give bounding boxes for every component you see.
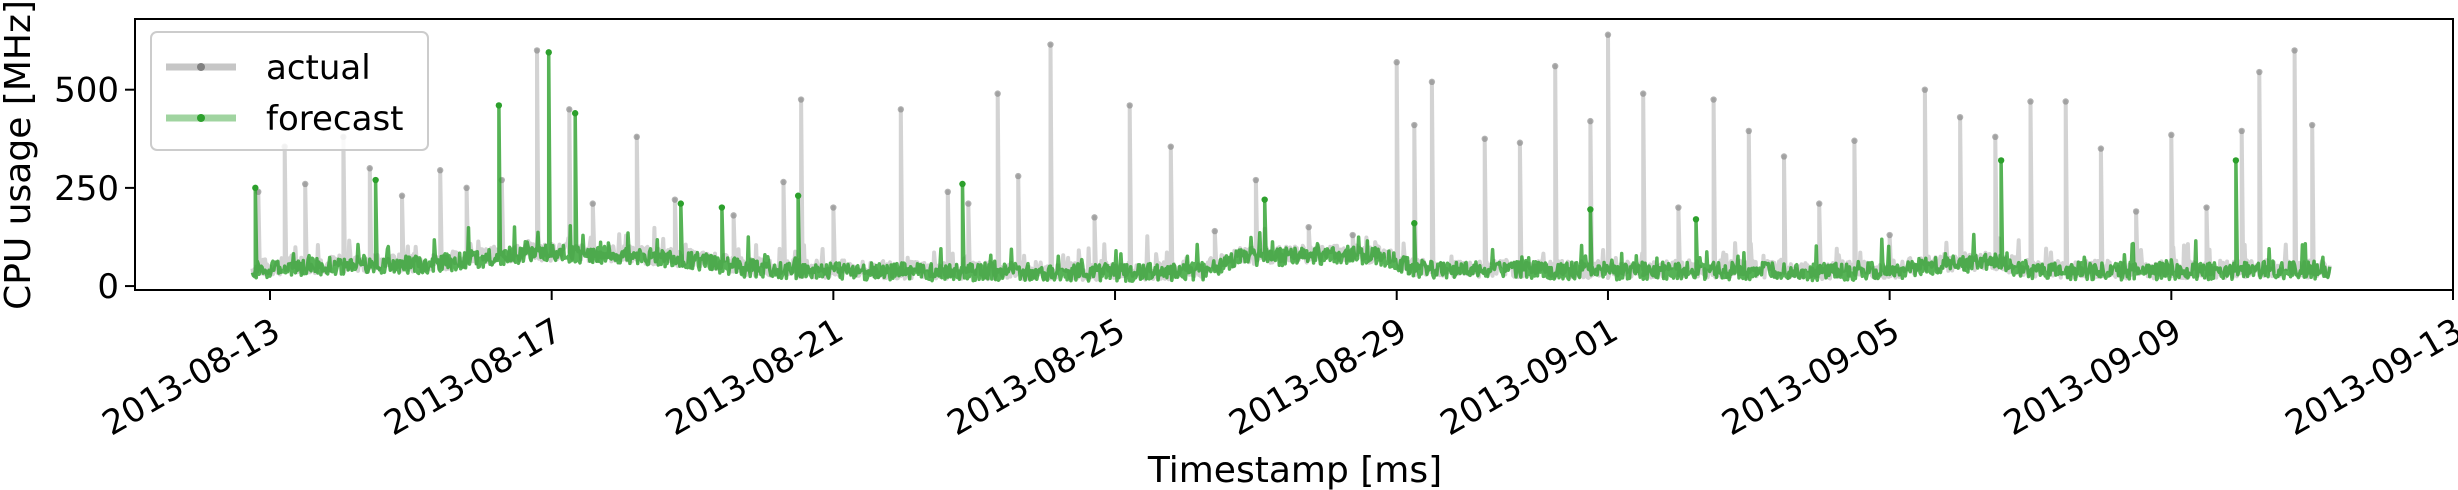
spike-point-actual	[1816, 200, 1823, 207]
spike-point-actual	[994, 90, 1001, 97]
legend-box	[150, 31, 429, 151]
spike-point-actual	[2256, 68, 2263, 76]
spike-point-actual	[1745, 127, 1753, 135]
spike-point-actual	[1604, 31, 1612, 38]
spike-point-actual	[2027, 98, 2034, 105]
spike-point-actual	[897, 106, 905, 113]
legend-marker-forecast	[197, 114, 205, 122]
spike-point-actual	[1252, 176, 1260, 184]
spike-point-actual	[1481, 135, 1488, 142]
spike-point-actual	[1551, 62, 1559, 70]
spike-point-actual	[2062, 98, 2069, 105]
spike-point-actual	[830, 204, 837, 211]
spike-point-actual	[1956, 113, 1964, 121]
spike-point-forecast	[495, 102, 503, 109]
spike-point-actual	[589, 200, 596, 207]
spike-point-actual	[463, 184, 470, 192]
spike-point-forecast	[1587, 206, 1594, 213]
y-axis: 0 250 500	[54, 71, 135, 307]
spike-point-actual	[671, 196, 679, 203]
spike-point-actual	[1639, 90, 1647, 97]
spike-point-forecast	[1261, 196, 1268, 203]
spike-point-actual	[965, 200, 972, 207]
legend-marker-actual	[197, 63, 205, 71]
spike-point-forecast	[677, 200, 684, 207]
spike-point-actual	[1047, 41, 1054, 48]
spike-point-actual	[533, 47, 541, 54]
spike-point-actual	[366, 165, 373, 172]
spike-point-actual	[1851, 137, 1858, 144]
spike-point-actual	[1211, 227, 1218, 235]
spike-point-actual	[1516, 139, 1524, 146]
spike-point-actual	[730, 212, 737, 219]
spike-point-actual	[2132, 208, 2140, 215]
legend-label-actual: actual	[266, 48, 371, 88]
spike-point-forecast	[252, 184, 259, 192]
spike-point-actual	[797, 96, 805, 103]
spike-point-actual	[1710, 96, 1717, 103]
spike-point-actual	[302, 180, 309, 188]
legend-item-forecast: forecast	[166, 99, 404, 139]
spike-point-actual	[398, 192, 406, 199]
spike-point-actual	[1886, 231, 1893, 239]
spike-point-actual	[1015, 172, 1022, 180]
series-forecast	[250, 49, 2332, 283]
spike-point-actual	[1349, 231, 1356, 239]
spike-point-actual	[1305, 223, 1312, 231]
spike-point-forecast	[1411, 220, 1418, 227]
spike-point-actual	[780, 178, 787, 186]
spike-point-actual	[944, 188, 951, 196]
spike-point-actual	[633, 133, 640, 141]
spike-point-forecast	[1692, 216, 1700, 223]
series-line-forecast	[250, 50, 2332, 283]
spike-point-actual	[2097, 145, 2105, 152]
spike-point-actual	[436, 167, 444, 174]
spike-point-actual	[1167, 143, 1174, 150]
spike-point-actual	[1921, 86, 1929, 93]
spike-point-forecast	[571, 110, 579, 117]
y-axis-label: CPU usage [MHz]	[0, 0, 39, 310]
plot-frame	[134, 18, 2454, 291]
spike-point-actual	[1393, 59, 1400, 66]
spike-point-forecast	[545, 49, 552, 56]
spike-point-actual	[1675, 204, 1682, 211]
spike-point-actual	[2291, 47, 2298, 54]
y-tick-label: 500	[54, 71, 119, 111]
spike-point-actual	[1091, 214, 1098, 221]
spike-point-forecast	[372, 176, 379, 184]
spike-point-actual	[1411, 121, 1418, 129]
y-tick-label: 250	[54, 169, 119, 209]
spike-point-forecast	[2232, 157, 2240, 164]
spike-point-forecast	[1997, 157, 2005, 164]
spike-point-actual	[1992, 133, 1999, 141]
y-tick-label: 0	[97, 267, 119, 307]
x-axis-label: Timestamp [ms]	[1147, 450, 1442, 490]
spike-point-actual	[2308, 121, 2316, 129]
series-layer	[250, 31, 2332, 283]
legend-label-forecast: forecast	[266, 99, 404, 139]
spike-point-actual	[2168, 131, 2175, 139]
spike-point-actual	[1780, 153, 1788, 160]
spike-point-actual	[1126, 102, 1133, 109]
spike-point-actual	[566, 106, 573, 113]
spike-point-forecast	[718, 204, 726, 211]
spike-point-forecast	[794, 192, 802, 199]
spike-point-actual	[1428, 78, 1436, 86]
spike-point-forecast	[959, 180, 966, 188]
spike-point-actual	[2203, 204, 2210, 211]
legend: actual forecast	[150, 31, 429, 151]
spike-point-actual	[2238, 127, 2245, 135]
legend-item-actual: actual	[166, 48, 371, 88]
spike-point-actual	[1587, 117, 1594, 125]
